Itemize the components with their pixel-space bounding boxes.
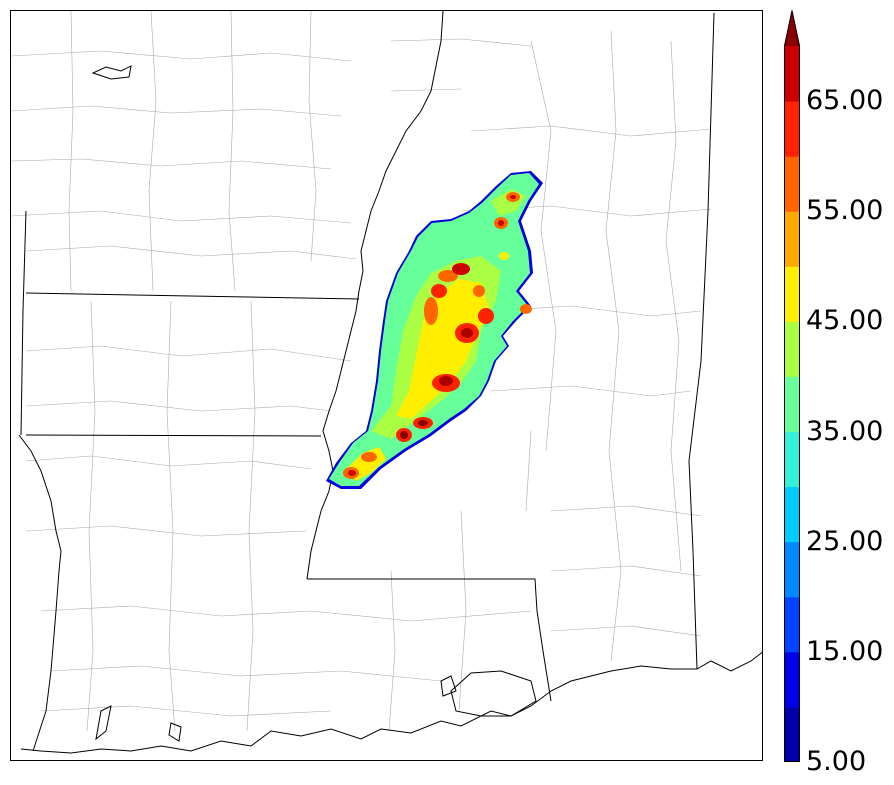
reflectivity-map [11, 11, 762, 754]
reflectivity-swath [326, 171, 543, 489]
colorbar-tick-label: 15.00 [806, 635, 884, 667]
colorbar-tick-label: 65.00 [806, 85, 884, 117]
colorbar [784, 10, 800, 762]
colorbar-segment [784, 211, 800, 267]
colorbar-segment [784, 596, 800, 653]
colorbar-segment [784, 321, 800, 377]
county-boundaries [11, 11, 712, 732]
colorbar-tick-label: 5.00 [806, 746, 867, 777]
colorbar-tick-label: 45.00 [806, 305, 884, 337]
colorbar-segment [784, 101, 800, 157]
colorbar-segment [784, 431, 800, 488]
colorbar-segment [784, 486, 800, 543]
colorbar-segment [784, 46, 800, 102]
colorbar-extend-arrow [784, 10, 800, 46]
colorbar-outline [784, 10, 800, 762]
colorbar-tick-label: 55.00 [806, 195, 884, 227]
colorbar-segment [784, 376, 800, 433]
colorbar-segment [784, 156, 800, 212]
colorbar-segment [784, 706, 800, 762]
colorbar-tick-label: 35.00 [806, 415, 884, 447]
colorbar-segment [784, 541, 800, 598]
colorbar-segment [784, 266, 800, 322]
colorbar-segment [784, 651, 800, 708]
colorbar-tick-label: 25.00 [806, 525, 884, 557]
map-panel [10, 10, 763, 761]
